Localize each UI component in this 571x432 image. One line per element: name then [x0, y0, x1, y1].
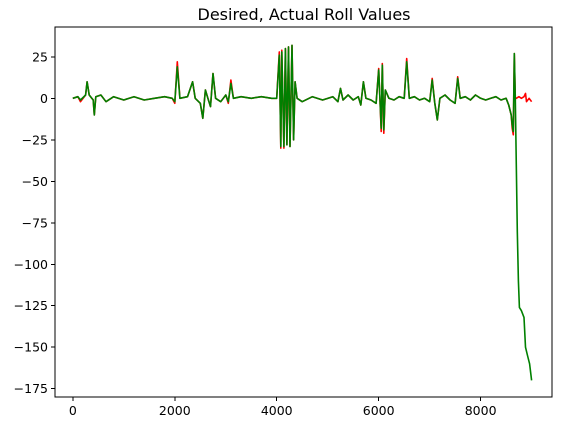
chart-title: Desired, Actual Roll Values: [198, 5, 411, 24]
x-tick-label: 4000: [261, 403, 293, 418]
y-tick-label: −125: [14, 298, 48, 313]
x-tick-label: 0: [69, 403, 77, 418]
y-axis: 25 0 −25 −50 −75 −100 −125 −150 −175: [14, 49, 55, 396]
y-tick-label: −25: [22, 132, 48, 147]
plot-frame: [54, 26, 553, 398]
series-line-1: [72, 44, 533, 381]
plot-area: [54, 26, 553, 398]
x-tick-label: 2000: [159, 403, 191, 418]
x-tick-label: 6000: [363, 403, 395, 418]
y-tick-label: −50: [22, 174, 48, 189]
x-tick-label: 8000: [465, 403, 497, 418]
y-tick-label: −175: [14, 381, 48, 396]
y-tick-label: −75: [22, 215, 48, 230]
y-tick-label: −150: [14, 340, 48, 355]
series-layer: [72, 44, 533, 381]
x-axis: 0 2000 4000 6000 8000: [69, 397, 497, 418]
y-tick-label: 0: [40, 91, 48, 106]
y-tick-label: −100: [14, 257, 48, 272]
y-tick-label: 25: [32, 49, 48, 64]
